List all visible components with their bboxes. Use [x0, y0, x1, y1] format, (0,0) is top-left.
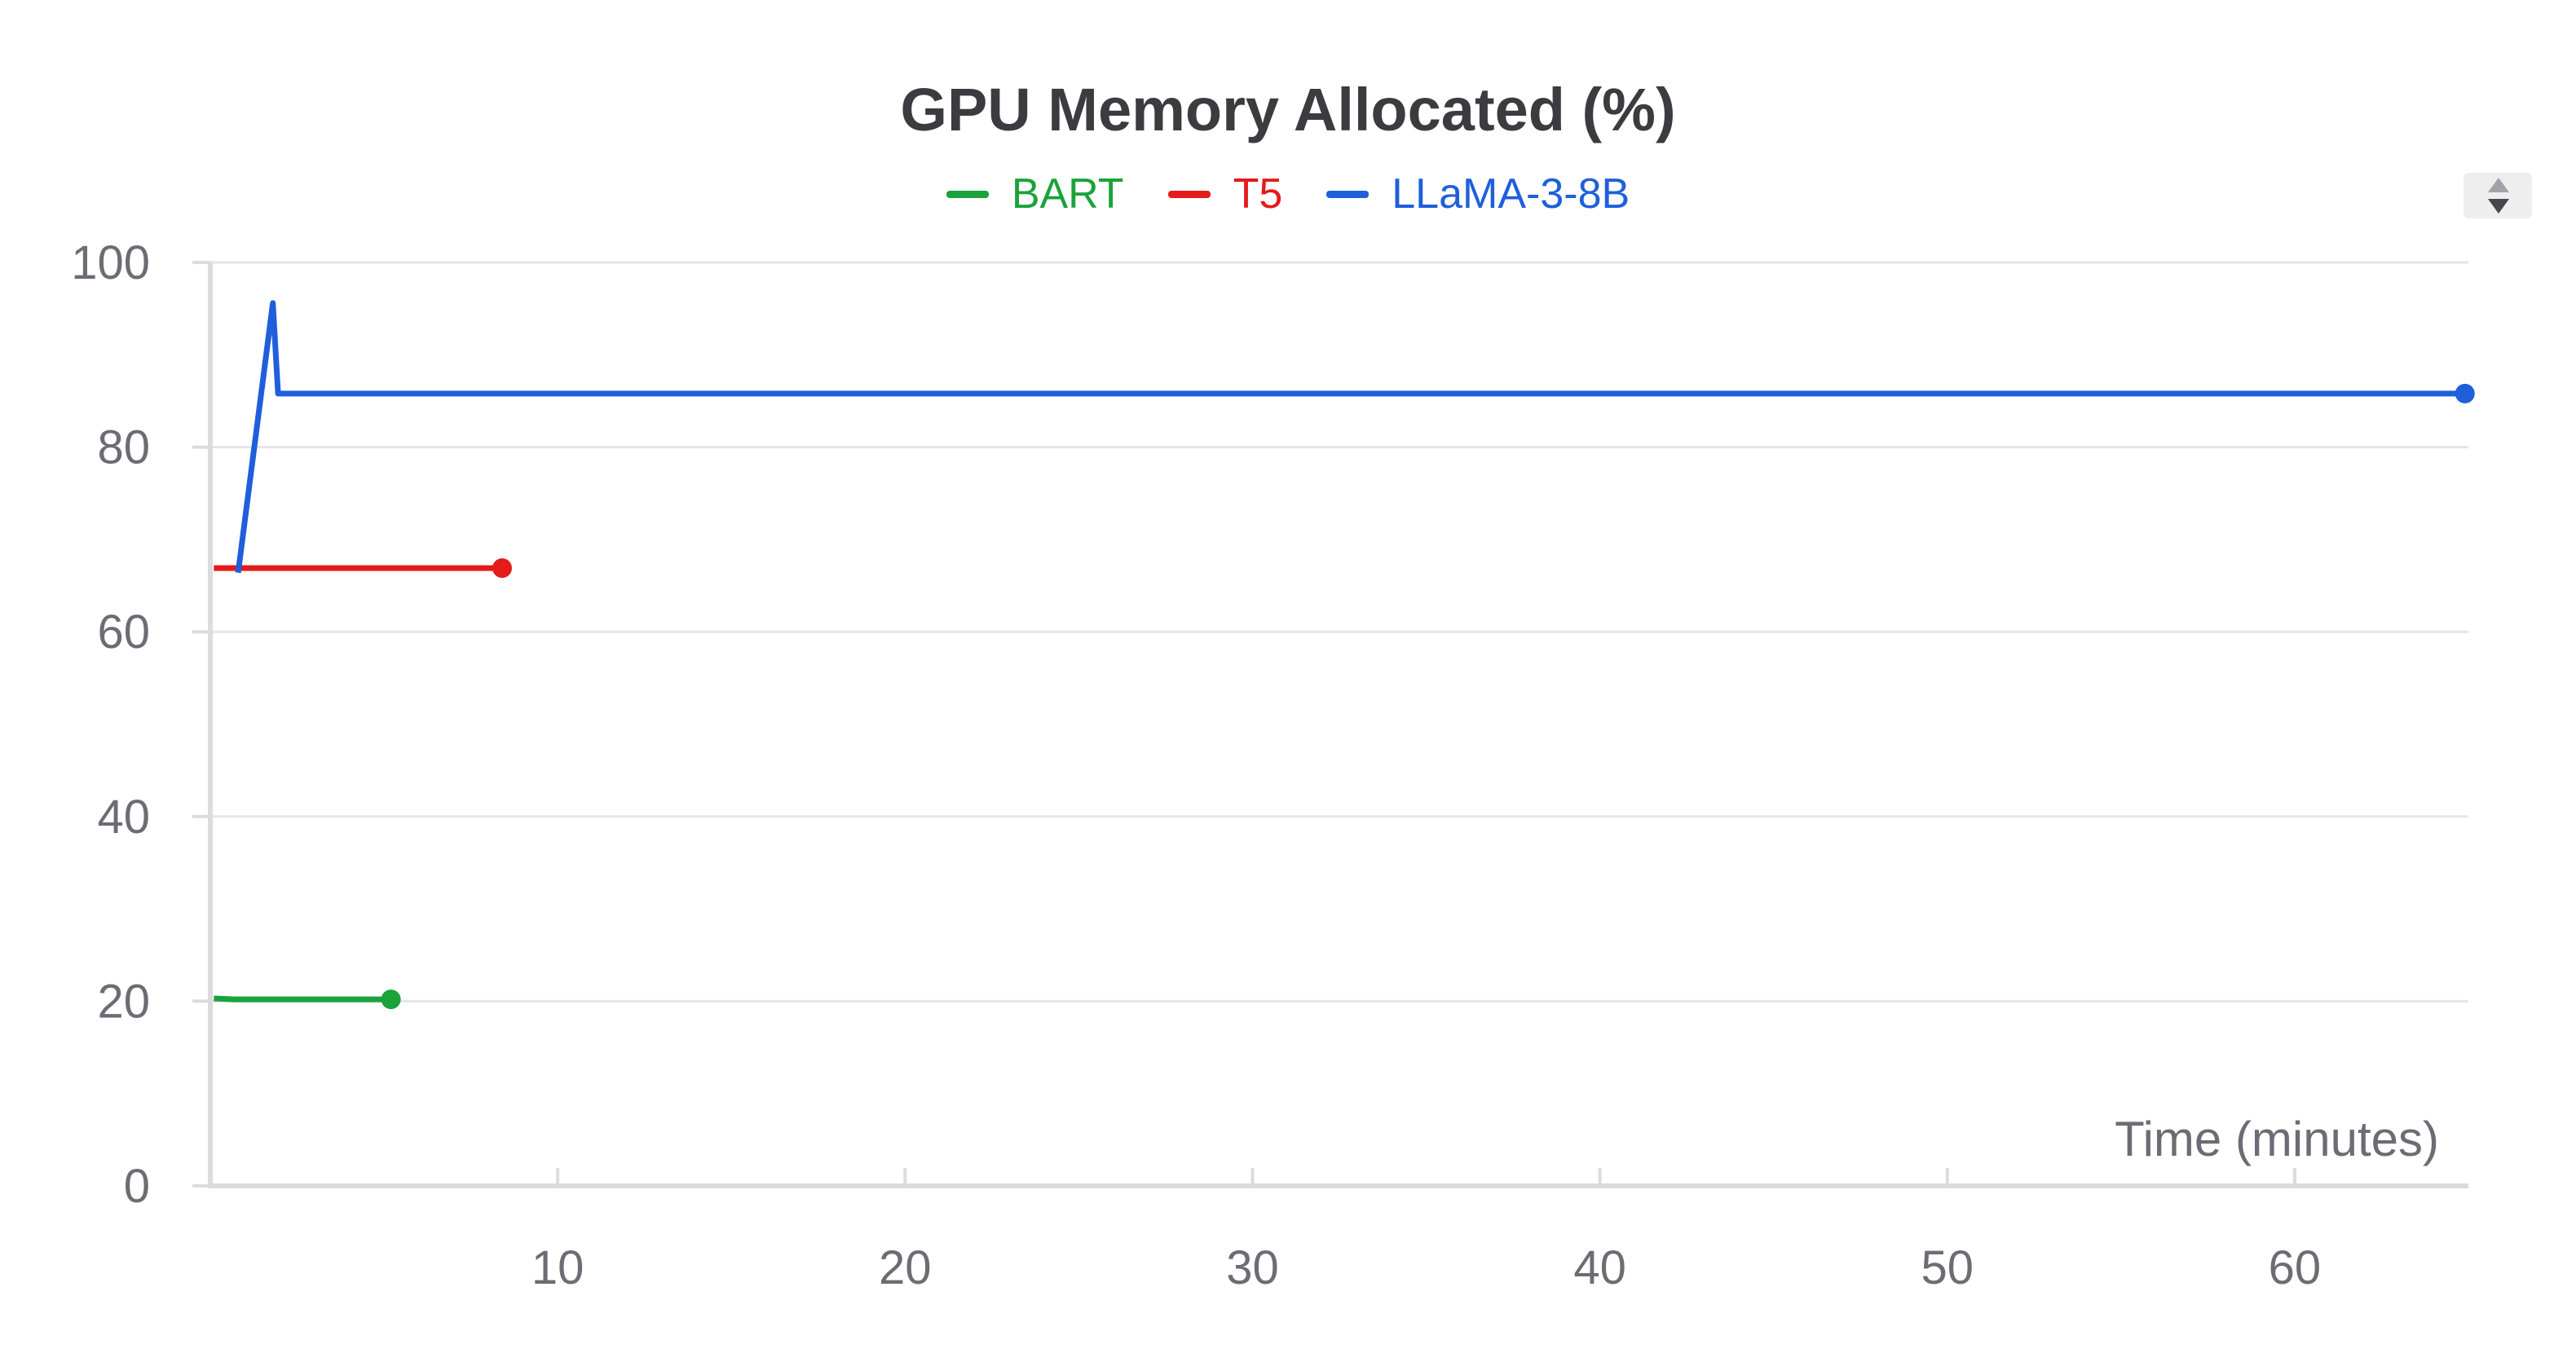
y-tick-label-60: 60 [97, 606, 150, 659]
y-tick-label-0: 0 [124, 1160, 150, 1213]
series-end-marker-llama-3-8b [2455, 383, 2475, 403]
x-tick-label-40: 40 [1573, 1241, 1626, 1294]
legend-swatch-llama-3-8b [1326, 190, 1370, 198]
legend-swatch-t5 [1167, 190, 1211, 198]
scroll-up-icon[interactable] [2488, 178, 2509, 192]
series-end-marker-bart [381, 989, 401, 1010]
y-tick-label-80: 80 [97, 421, 150, 474]
x-tick-label-60: 60 [2269, 1241, 2322, 1294]
x-tick-label-30: 30 [1226, 1241, 1279, 1294]
chart-title: GPU Memory Allocated (%) [900, 76, 1676, 143]
y-tick-label-100: 100 [71, 236, 150, 289]
series-end-marker-t5 [492, 558, 512, 579]
x-axis-title: Time (minutes) [2115, 1112, 2439, 1166]
x-tick-label-10: 10 [532, 1241, 584, 1294]
legend-item-t5[interactable]: T5 [1167, 170, 1283, 218]
legend: BART T5 LLaMA-3-8B [0, 170, 2576, 218]
legend-label-bart: BART [1011, 170, 1124, 218]
x-tick-label-20: 20 [879, 1241, 932, 1294]
legend-swatch-bart [946, 190, 989, 198]
legend-item-bart[interactable]: BART [946, 170, 1124, 218]
legend-scroll-control[interactable] [2464, 173, 2532, 218]
legend-item-llama-3-8b[interactable]: LLaMA-3-8B [1326, 170, 1630, 218]
scroll-down-icon[interactable] [2488, 199, 2509, 214]
legend-label-t5: T5 [1233, 170, 1283, 218]
y-tick-label-40: 40 [97, 791, 150, 844]
x-tick-label-50: 50 [1921, 1241, 1974, 1294]
series-line-llama-3-8b [235, 300, 2465, 574]
series-line-bart [214, 995, 391, 1003]
legend-label-llama-3-8b: LLaMA-3-8B [1392, 170, 1630, 218]
y-tick-label-20: 20 [97, 975, 150, 1028]
